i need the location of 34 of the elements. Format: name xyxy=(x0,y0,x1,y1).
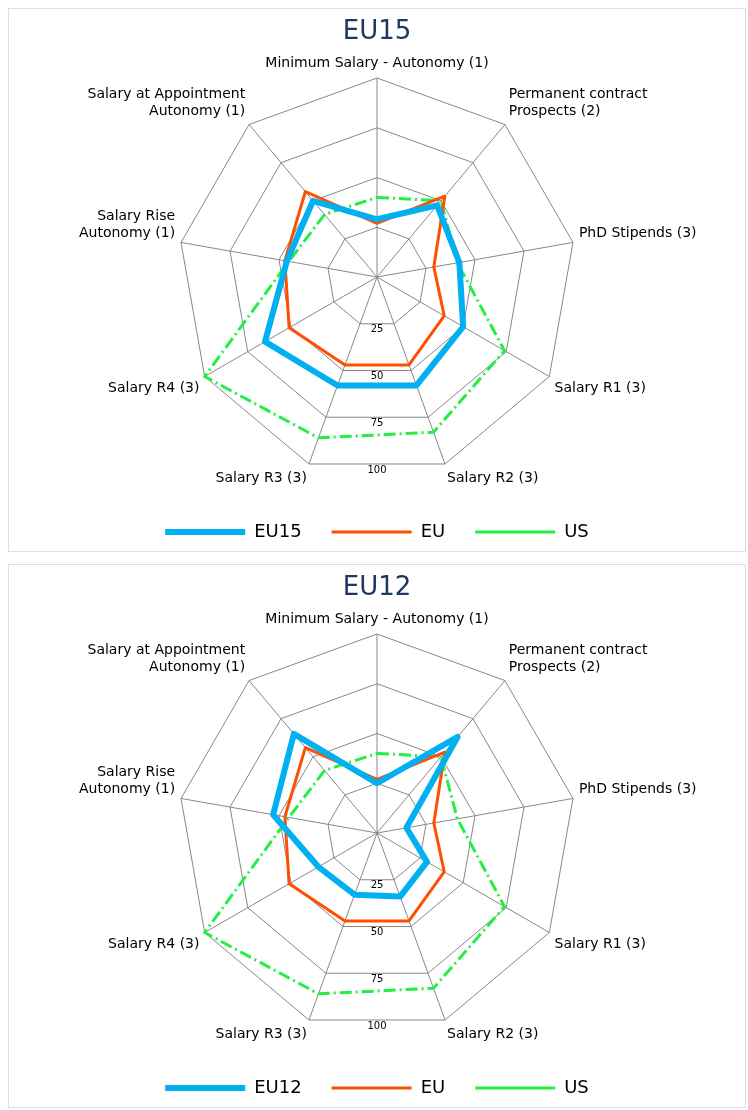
legend-label: EU xyxy=(420,1075,446,1097)
y-tick-label: 25 xyxy=(370,323,384,335)
y-tick-label: 75 xyxy=(370,416,384,428)
legend-label: EU15 xyxy=(254,519,302,541)
spoke-label: PhD Stipends (3) xyxy=(578,779,697,796)
y-tick-label: 25 xyxy=(370,879,384,891)
y-tick-label: 50 xyxy=(370,926,384,938)
chart-title: EU15 xyxy=(342,15,412,46)
spoke-label: Salary R4 (3) xyxy=(108,378,200,395)
y-tick-label: 50 xyxy=(370,370,384,382)
spoke-label: Permanent contract Prospects (2) xyxy=(508,85,649,119)
legend-label: US xyxy=(564,519,589,541)
spoke-label: Salary R1 (3) xyxy=(554,378,646,395)
spoke-label: Salary R2 (3) xyxy=(447,1024,539,1041)
legend-label: EU12 xyxy=(254,1075,302,1097)
spoke-label: Salary at Appointment Autonomy (1) xyxy=(87,641,246,675)
spoke-label: Salary Rise Autonomy (1) xyxy=(78,762,176,796)
spoke-label: Salary Rise Autonomy (1) xyxy=(78,206,176,240)
spoke-label: Permanent contract Prospects (2) xyxy=(508,641,649,675)
spoke-label: Salary R3 (3) xyxy=(215,468,307,485)
legend-label: EU xyxy=(420,519,446,541)
spoke-label: PhD Stipends (3) xyxy=(578,223,697,240)
y-tick-label: 100 xyxy=(367,1019,387,1031)
spoke-label: Salary R3 (3) xyxy=(215,1024,307,1041)
y-tick-label: 100 xyxy=(367,463,387,475)
spoke-label: Minimum Salary - Autonomy (1) xyxy=(265,54,489,71)
spoke-label: Salary at Appointment Autonomy (1) xyxy=(87,85,246,119)
chart-title: EU12 xyxy=(342,571,412,602)
legend-label: US xyxy=(564,1075,589,1097)
spoke-label: Minimum Salary - Autonomy (1) xyxy=(265,610,489,627)
spoke-label: Salary R1 (3) xyxy=(554,934,646,951)
spoke-label: Salary R4 (3) xyxy=(108,934,200,951)
y-tick-label: 75 xyxy=(370,972,384,984)
spoke-label: Salary R2 (3) xyxy=(447,468,539,485)
